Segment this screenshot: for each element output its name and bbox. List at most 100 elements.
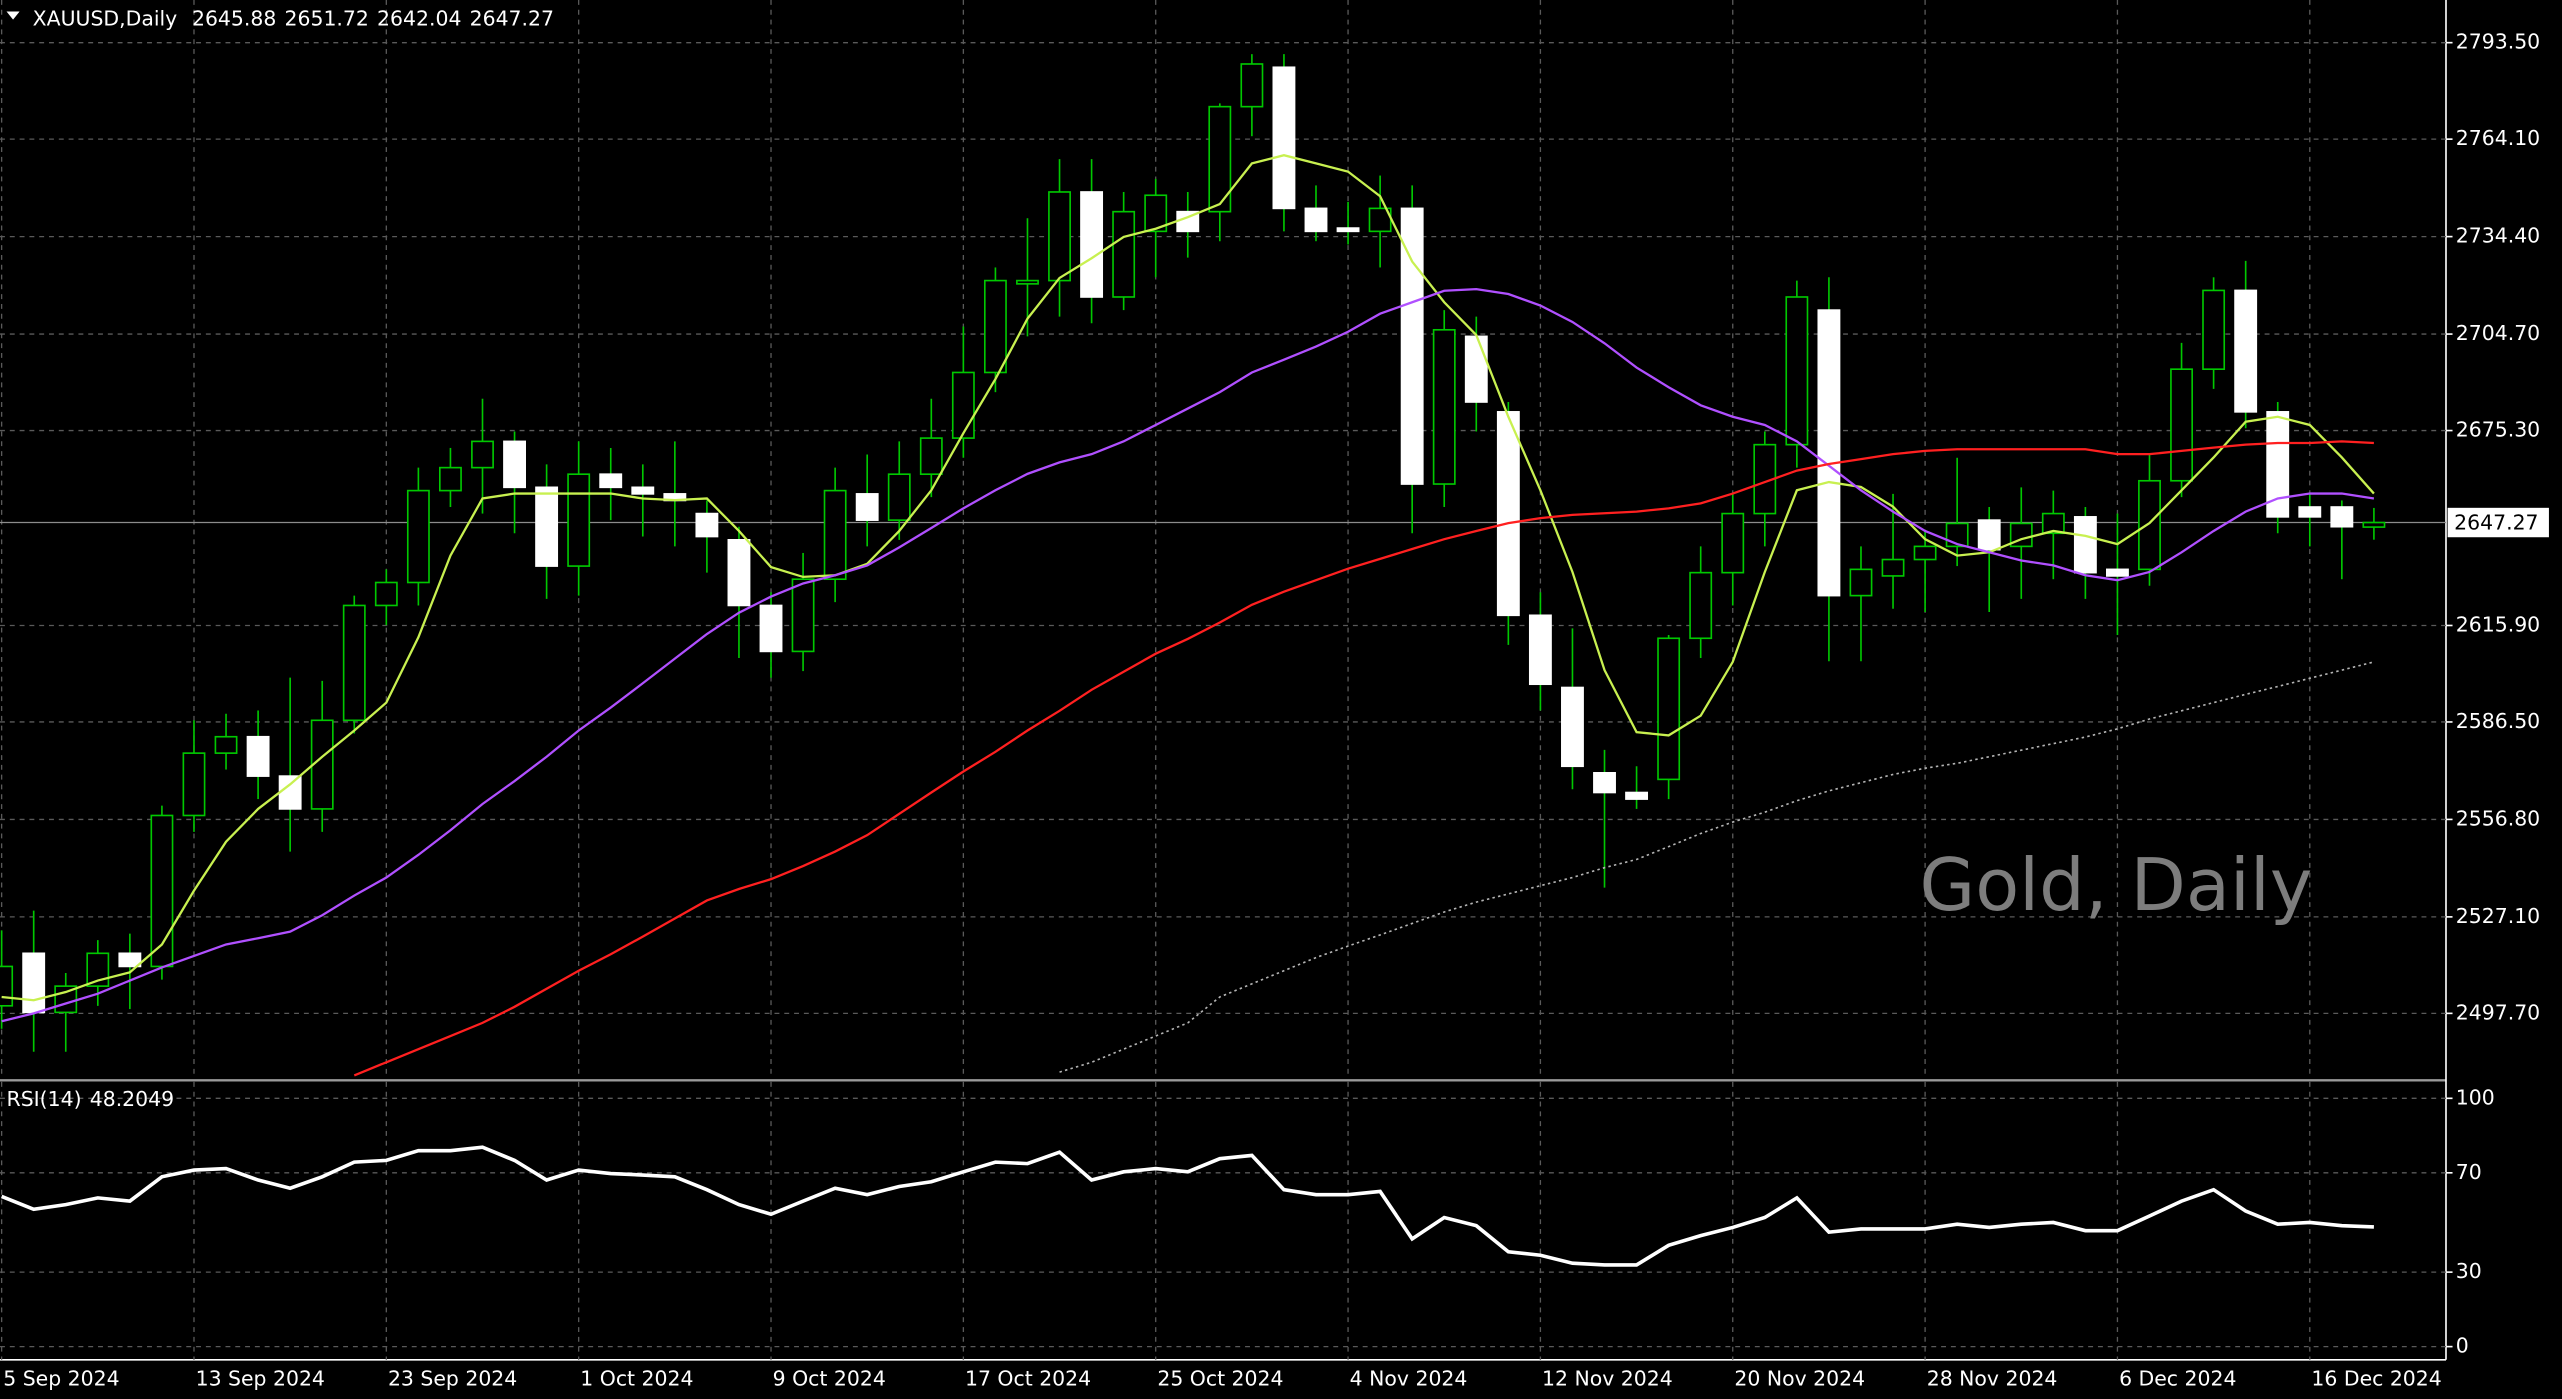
y-tick-label: 2497.70 bbox=[2456, 1000, 2540, 1024]
current-price-label: 2647.27 bbox=[2454, 510, 2538, 534]
y-tick-label: 100 bbox=[2456, 1085, 2495, 1109]
chart-header: XAUUSD,Daily 2645.88 2651.72 2642.04 2647.27 bbox=[33, 7, 554, 31]
marks-layer bbox=[0, 54, 2446, 1267]
y-tick-label: 2586.50 bbox=[2456, 709, 2540, 733]
candle-body-up bbox=[1689, 571, 1713, 640]
current-price-box bbox=[2447, 507, 2549, 538]
candle-body-up bbox=[823, 489, 847, 581]
candle-body-down bbox=[278, 775, 302, 810]
candle-body-up bbox=[951, 371, 975, 439]
y-tick-label: 30 bbox=[2456, 1259, 2482, 1283]
x-tick-label: 6 Dec 2024 bbox=[2119, 1366, 2236, 1390]
candle-body-down bbox=[1304, 207, 1328, 233]
moving-average-line bbox=[353, 440, 2374, 1077]
header-open: 2645.88 bbox=[192, 7, 276, 31]
candle-body-up bbox=[887, 473, 911, 521]
candle-body-up bbox=[0, 965, 14, 1007]
candle-body-down bbox=[631, 486, 655, 495]
candle-body-up bbox=[1208, 105, 1232, 213]
candle-body-down bbox=[759, 604, 783, 653]
x-tick-label: 9 Oct 2024 bbox=[773, 1366, 886, 1390]
candle-body-up bbox=[1240, 63, 1264, 108]
candle-body-up bbox=[791, 578, 815, 653]
x-tick-label: 23 Sep 2024 bbox=[388, 1366, 517, 1390]
rsi-current: 48.2049 bbox=[90, 1087, 174, 1111]
candle-body-up bbox=[439, 466, 462, 492]
candle-body-up bbox=[1721, 512, 1745, 574]
candle-body-up bbox=[214, 735, 238, 754]
candle-body-down bbox=[855, 493, 879, 521]
y-tick-label: 2764.10 bbox=[2456, 126, 2540, 150]
candle-body-down bbox=[246, 735, 270, 777]
header-close: 2647.27 bbox=[470, 7, 554, 31]
x-tick-label: 5 Sep 2024 bbox=[3, 1366, 119, 1390]
x-tick-label: 25 Oct 2024 bbox=[1157, 1366, 1283, 1390]
candle-body-up bbox=[983, 279, 1007, 374]
candle-body-up bbox=[1112, 210, 1136, 298]
candle-body-up bbox=[1849, 568, 1873, 597]
candle-body-up bbox=[2041, 512, 2065, 535]
candle-body-up bbox=[2202, 289, 2226, 370]
candle-body-down bbox=[2073, 516, 2097, 574]
candle-body-up bbox=[1144, 194, 1168, 233]
y-tick-label: 70 bbox=[2456, 1160, 2482, 1184]
candle-body-up bbox=[919, 437, 943, 476]
x-tick-label: 17 Oct 2024 bbox=[965, 1366, 1091, 1390]
candle-body-down bbox=[2266, 411, 2290, 518]
candle-body-up bbox=[1945, 522, 1969, 548]
candle-body-down bbox=[1561, 686, 1584, 768]
candle-body-down bbox=[503, 440, 526, 489]
candle-body-down bbox=[1817, 309, 1841, 597]
candle-body-down bbox=[1464, 335, 1488, 403]
watermark: Gold, Daily bbox=[1920, 843, 2313, 927]
candle-body-up bbox=[1048, 191, 1071, 282]
candle-body-up bbox=[86, 952, 110, 987]
symbol-menu-icon[interactable] bbox=[6, 11, 20, 20]
symbol-title: XAUUSD,Daily bbox=[33, 7, 178, 31]
y-tick-label: 2734.40 bbox=[2456, 224, 2540, 248]
candle-body-down bbox=[1625, 791, 1649, 800]
candle-body-down bbox=[1977, 519, 2001, 551]
candle-body-up bbox=[406, 489, 430, 584]
rsi-header: RSI(14) 48.2049 bbox=[7, 1087, 175, 1111]
x-tick-label: 20 Nov 2024 bbox=[1734, 1366, 1865, 1390]
y-tick-label: 2556.80 bbox=[2456, 806, 2540, 830]
candle-body-up bbox=[342, 604, 366, 722]
candle-body-up bbox=[2138, 479, 2161, 571]
x-tick-label: 4 Nov 2024 bbox=[1350, 1366, 1468, 1390]
x-tick-label: 12 Nov 2024 bbox=[1542, 1366, 1673, 1390]
candle-body-up bbox=[1913, 545, 1937, 561]
header-high: 2651.72 bbox=[285, 7, 369, 31]
x-tick-label: 1 Oct 2024 bbox=[580, 1366, 693, 1390]
candle-body-down bbox=[1336, 227, 1360, 233]
candle-body-up bbox=[374, 581, 398, 607]
candle-body-up bbox=[1016, 279, 1039, 285]
candle-body-down bbox=[2234, 289, 2258, 413]
candle-body-up bbox=[1657, 637, 1681, 781]
y-tick-label: 2793.50 bbox=[2456, 30, 2540, 54]
x-tick-label: 28 Nov 2024 bbox=[1927, 1366, 2058, 1390]
x-tick-label: 13 Sep 2024 bbox=[196, 1366, 325, 1390]
candle-body-down bbox=[2330, 506, 2354, 528]
rsi-title: RSI(14) bbox=[7, 1087, 82, 1111]
candle-body-up bbox=[1881, 558, 1905, 577]
candle-body-down bbox=[1496, 411, 1520, 617]
y-tick-label: 0 bbox=[2456, 1334, 2469, 1358]
x-tick-label: 16 Dec 2024 bbox=[2311, 1366, 2441, 1390]
rsi-line bbox=[0, 1145, 2374, 1267]
candle-body-down bbox=[1272, 66, 1296, 210]
candle-body-down bbox=[2106, 568, 2129, 577]
candle-body-up bbox=[182, 752, 206, 817]
candle-body-up bbox=[567, 473, 591, 567]
candle-body-down bbox=[695, 512, 719, 538]
moving-average-line bbox=[1059, 661, 2375, 1073]
candle-body-up bbox=[1785, 296, 1809, 446]
y-tick-label: 2704.70 bbox=[2456, 321, 2540, 345]
candle-body-down bbox=[1080, 191, 1104, 298]
candle-body-down bbox=[2298, 506, 2322, 518]
candle-body-down bbox=[22, 952, 46, 1014]
candle-body-down bbox=[535, 486, 559, 567]
candle-body-down bbox=[1400, 207, 1424, 485]
